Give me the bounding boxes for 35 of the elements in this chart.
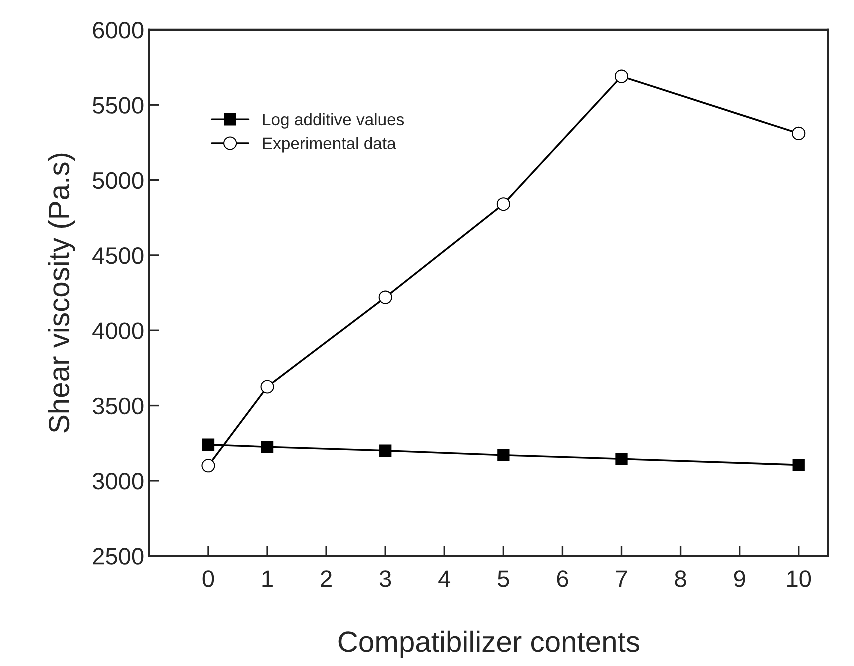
x-tick-label: 7 [616, 570, 628, 588]
x-tick-label: 8 [675, 570, 686, 588]
point [202, 459, 216, 473]
point [378, 290, 392, 304]
point [261, 441, 274, 454]
x-tick-label: 6 [557, 570, 568, 588]
x-tick-label: 0 [202, 570, 214, 588]
x-tick-label: 2 [321, 570, 332, 588]
point [614, 70, 629, 84]
point [202, 438, 215, 451]
y-axis-title: Shear viscosity (Pa.s) [48, 154, 76, 433]
point [792, 459, 805, 472]
y-tick-label: 5500 [93, 97, 144, 114]
y-tick-label: 2500 [93, 548, 144, 565]
x-tick-label: 5 [498, 570, 510, 588]
x-tick-label: 3 [380, 570, 392, 588]
legend-label: Experimental data [263, 137, 396, 153]
point [616, 453, 628, 466]
point [496, 198, 510, 212]
y-tick-label: 3000 [92, 473, 144, 490]
x-axis-title: Compatibilizer contents [338, 630, 640, 658]
y-tick-label: 3500 [92, 398, 144, 415]
x-tick-label: 9 [734, 570, 746, 588]
point [380, 444, 392, 457]
point [792, 126, 806, 140]
x-tick-label: 10 [788, 570, 812, 588]
y-tick-label: 6000 [93, 22, 144, 39]
legend-label: Log additive values [263, 113, 404, 129]
y-tick-label: 4500 [92, 248, 144, 264]
y-tick-label: 4000 [92, 322, 144, 340]
y-tick-label: 5000 [93, 172, 144, 190]
point [260, 380, 274, 394]
x-tick-label: 1 [262, 570, 273, 588]
point [498, 449, 510, 462]
x-tick-label: 4 [438, 570, 451, 588]
